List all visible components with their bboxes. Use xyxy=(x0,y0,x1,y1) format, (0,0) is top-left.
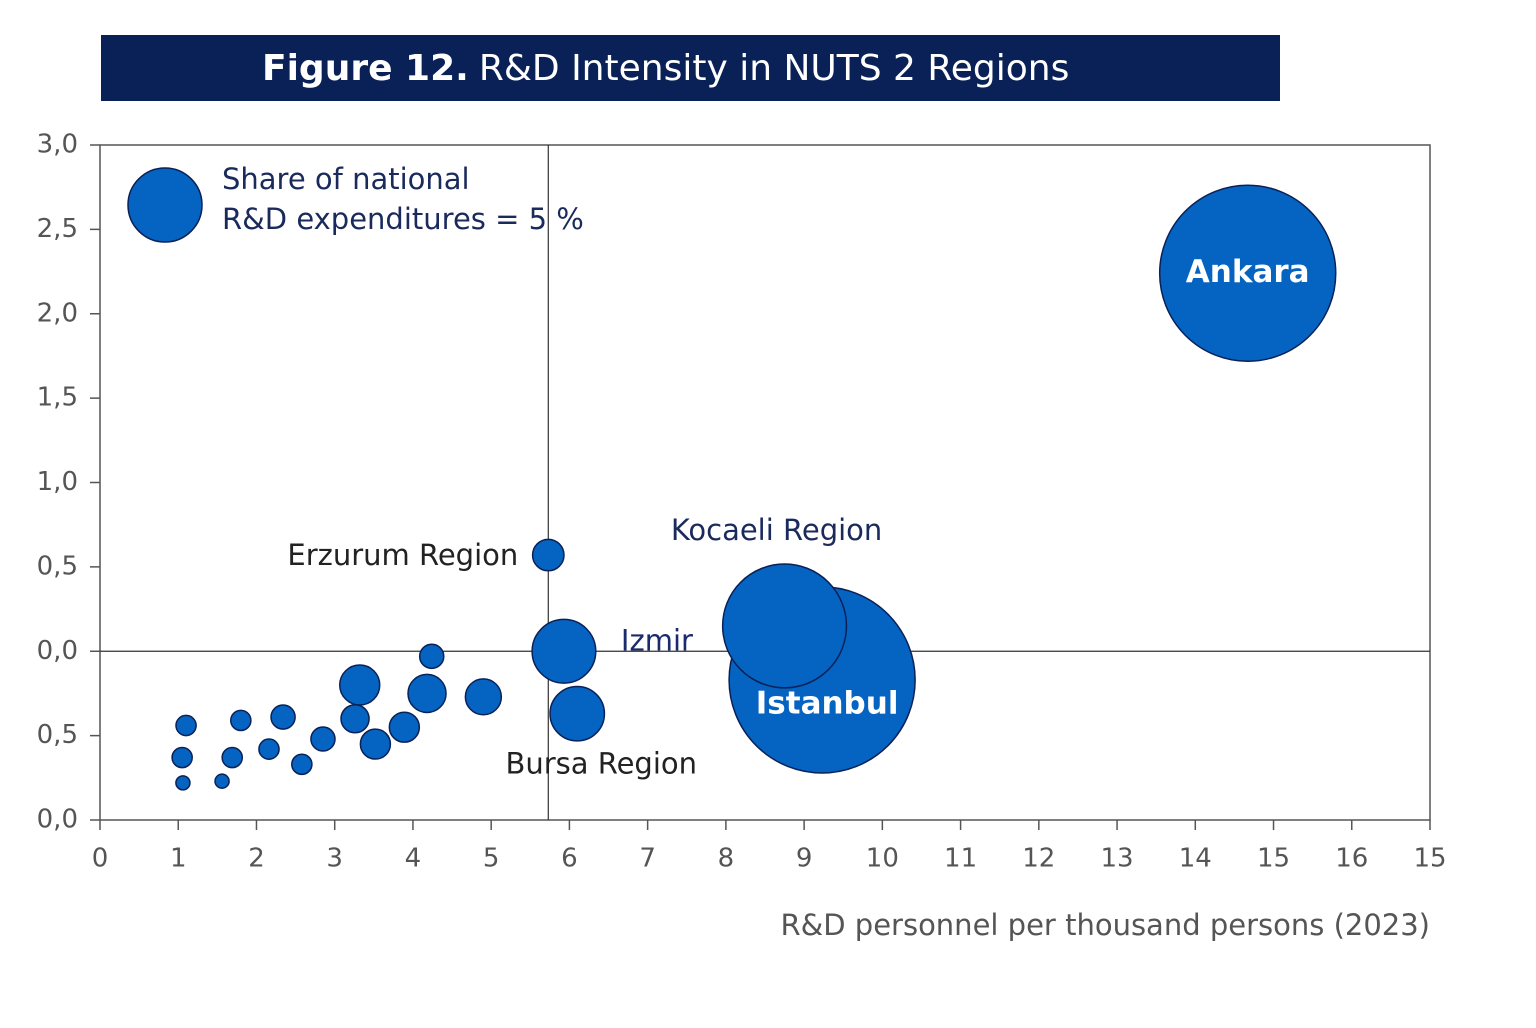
bubble xyxy=(258,738,280,760)
bubble-label: Istanbul xyxy=(756,685,899,721)
y-tick-label: 0,5 xyxy=(37,551,78,581)
bubble xyxy=(175,714,197,737)
legend-text: R&D expenditures = 5 % xyxy=(222,202,584,236)
chart-title: R&D Intensity in NUTS 2 Regions xyxy=(479,48,1070,89)
legend-text: Share of national xyxy=(222,162,470,196)
bubble xyxy=(407,673,447,714)
bubble xyxy=(175,775,191,791)
x-tick-label: 14 xyxy=(1179,844,1212,874)
x-tick-label: 15 xyxy=(1257,844,1290,874)
bubble xyxy=(549,685,606,742)
x-tick-label: 9 xyxy=(796,844,813,874)
bubble-label: Ankara xyxy=(1186,254,1310,290)
x-tick-label: 8 xyxy=(718,844,735,874)
bubble xyxy=(270,704,296,730)
bubble xyxy=(340,703,370,734)
bubble-label: Izmir xyxy=(621,623,693,657)
legend-bubble xyxy=(127,167,203,243)
x-tick-label: 11 xyxy=(944,844,977,874)
x-tick-label: 1 xyxy=(170,844,187,874)
bubble xyxy=(214,773,230,789)
x-tick-label: 0 xyxy=(92,844,109,874)
x-tick-label: 7 xyxy=(639,844,656,874)
title-prefix: Figure 12. xyxy=(262,48,469,89)
bubble xyxy=(1158,184,1337,363)
y-tick-label: 3,0 xyxy=(37,130,78,160)
title-bar xyxy=(101,35,1280,101)
bubble xyxy=(531,538,565,572)
bubble xyxy=(171,746,193,769)
x-tick-label: 12 xyxy=(1022,844,1055,874)
bubble xyxy=(388,711,421,743)
y-tick-label: 0,0 xyxy=(37,805,78,835)
bubble xyxy=(230,709,252,732)
y-tick-label: 2,5 xyxy=(37,214,78,244)
x-tick-label: 3 xyxy=(326,844,343,874)
bubble xyxy=(310,726,336,752)
x-tick-label: 13 xyxy=(1101,844,1134,874)
bubble xyxy=(291,753,313,776)
bubble xyxy=(338,664,381,706)
bubble xyxy=(721,563,848,689)
bubble xyxy=(418,643,445,670)
bubble xyxy=(359,728,392,760)
x-tick-label: 6 xyxy=(561,844,578,874)
y-tick-label: 0,5 xyxy=(37,720,78,750)
bubble-label: Erzurum Region xyxy=(287,538,518,572)
bubble-label: Kocaeli Region xyxy=(671,513,882,547)
y-tick-label: 0,0 xyxy=(37,636,78,666)
x-tick-label: 16 xyxy=(1335,844,1368,874)
x-tick-label: 10 xyxy=(866,844,899,874)
bubble xyxy=(221,746,244,769)
y-tick-label: 1,0 xyxy=(37,467,78,497)
x-axis-label: R&D personnel per thousand persons (2023… xyxy=(780,908,1430,942)
y-tick-label: 1,5 xyxy=(37,383,78,413)
x-tick-label: 4 xyxy=(405,844,422,874)
x-tick-label: 2 xyxy=(248,844,265,874)
bubble xyxy=(531,618,597,684)
bubble-label: Bursa Region xyxy=(505,747,697,781)
title-text: Figure 12. R&D Intensity in NUTS 2 Region… xyxy=(262,48,1069,89)
x-tick-label: 5 xyxy=(483,844,500,874)
y-tick-label: 2,0 xyxy=(37,298,78,328)
x-tick-label: 15 xyxy=(1413,844,1446,874)
bubble xyxy=(464,678,503,716)
